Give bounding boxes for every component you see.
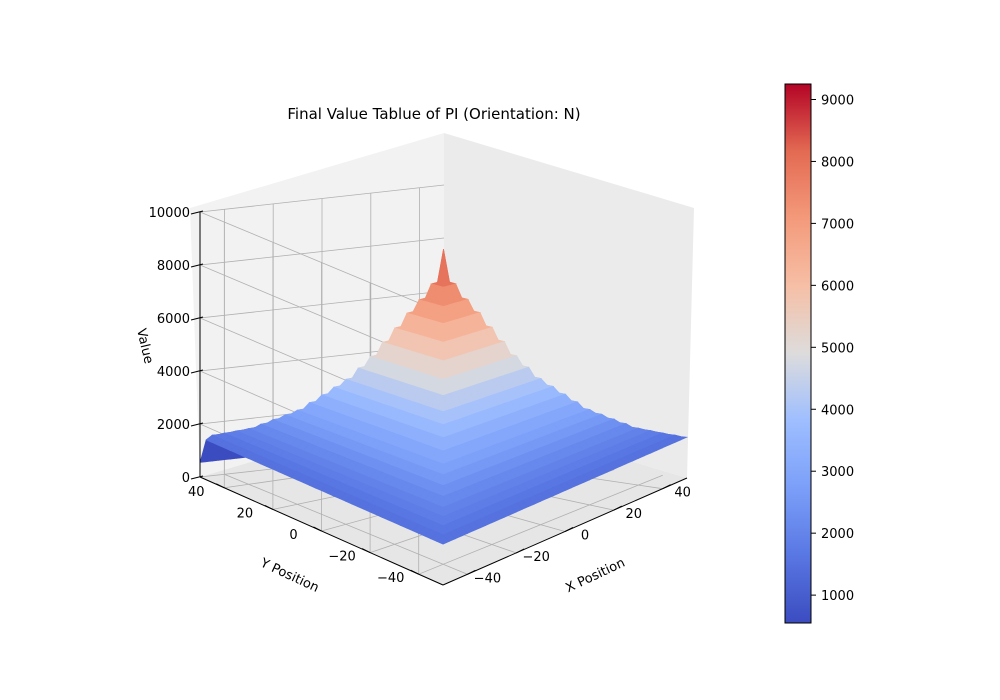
surface xyxy=(199,249,689,545)
colorbar-ticks: 1000 2000 3000 4000 5000 6000 7000 8000 9000 xyxy=(811,93,854,604)
y-tick-label: 40 xyxy=(188,485,205,500)
z-tick-label: 8000 xyxy=(157,259,190,274)
y-tick xyxy=(361,548,371,554)
colorbar-tick-label: 1000 xyxy=(821,589,854,604)
colorbar-tick-label: 5000 xyxy=(821,341,854,356)
z-tick-label: 4000 xyxy=(157,365,190,380)
y-tick-label: −20 xyxy=(328,550,355,565)
y-axis-label: Y Position xyxy=(257,555,321,596)
y-tick xyxy=(410,569,419,575)
z-tick xyxy=(190,422,204,427)
x-tick xyxy=(662,484,671,490)
colorbar-tick-label: 8000 xyxy=(821,155,854,170)
chart-title: Final Value Tablue of PI (Orientation: N… xyxy=(287,105,580,123)
x-tick-label: 40 xyxy=(674,486,691,501)
y-tick-label: 0 xyxy=(289,528,297,543)
x-tick-label: 0 xyxy=(581,529,589,544)
x-tick xyxy=(467,569,476,575)
colorbar-tick-label: 9000 xyxy=(821,93,854,108)
z-tick xyxy=(190,263,204,268)
colorbar xyxy=(784,83,812,624)
z-axis-label: Value xyxy=(133,327,156,365)
z-tick-label: 0 xyxy=(182,471,190,486)
colorbar-tick-label: 3000 xyxy=(821,465,854,480)
z-tick xyxy=(190,369,204,374)
z-tick-label: 6000 xyxy=(157,312,190,327)
axis-ticks: 0 2000 4000 6000 8000 10000 −40 −20 0 20 40 −40 −20 0… xyxy=(149,206,691,586)
z-tick xyxy=(190,475,204,480)
z-tick xyxy=(190,316,204,321)
y-tick-label: 20 xyxy=(237,506,254,521)
surface-patch xyxy=(436,534,450,545)
x-tick xyxy=(613,505,623,511)
y-tick xyxy=(216,483,225,489)
x-tick-label: 20 xyxy=(626,507,643,522)
x-tick-label: −40 xyxy=(474,571,501,586)
x-tick xyxy=(564,527,574,532)
x-tick xyxy=(515,548,525,554)
colorbar-tick-label: 7000 xyxy=(821,217,854,232)
colorbar-tick-label: 2000 xyxy=(821,527,854,542)
colorbar-tick-label: 6000 xyxy=(821,279,854,294)
y-tick xyxy=(264,504,274,510)
y-tick xyxy=(313,526,322,532)
colorbar-tick-label: 4000 xyxy=(821,403,854,418)
z-tick-label: 10000 xyxy=(149,206,190,221)
x-axis-label: X Position xyxy=(564,556,628,596)
z-tick-label: 2000 xyxy=(157,418,190,433)
y-tick-label: −40 xyxy=(377,571,404,586)
x-tick-label: −20 xyxy=(522,550,549,565)
z-tick xyxy=(190,210,204,215)
